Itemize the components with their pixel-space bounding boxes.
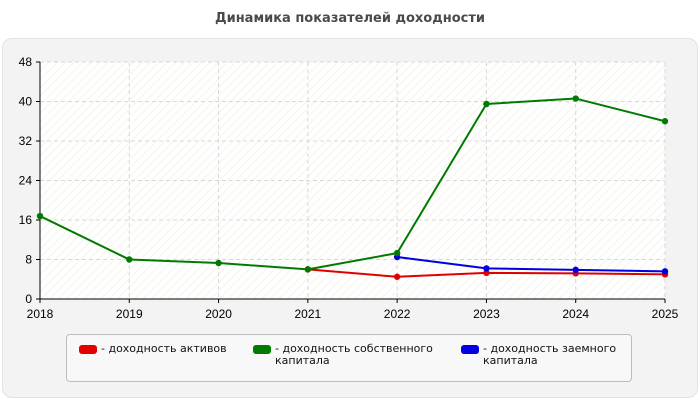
data-point xyxy=(393,249,401,257)
x-tick-label: 2021 xyxy=(295,307,322,321)
data-point xyxy=(483,269,490,277)
data-point xyxy=(483,100,490,108)
series-line xyxy=(39,97,666,271)
legend-label: - доходность заемного капитала xyxy=(483,342,617,367)
legend-item-assets: - доходность активов xyxy=(79,343,227,355)
legend-swatch xyxy=(461,345,479,354)
data-point xyxy=(304,266,312,273)
x-tick-label: 2018 xyxy=(27,307,54,321)
x-tick-label: 2019 xyxy=(116,307,143,321)
y-tick-label: 0 xyxy=(25,292,32,306)
y-tick-label: 48 xyxy=(19,55,33,69)
data-point xyxy=(393,273,401,280)
legend-label: - доходность активов xyxy=(101,342,227,355)
data-point xyxy=(215,259,222,267)
data-point xyxy=(572,266,579,274)
legend: - доходность активов - доходность собств… xyxy=(66,334,632,382)
chart-title: Динамика показателей доходности xyxy=(215,11,485,26)
x-tick-label: 2023 xyxy=(473,307,500,321)
data-point xyxy=(36,212,44,220)
y-tick-label: 32 xyxy=(19,134,33,148)
legend-swatch xyxy=(79,345,97,354)
legend-label: - доходность собственного капитала xyxy=(275,342,433,367)
series-layer xyxy=(36,95,669,280)
data-point xyxy=(126,256,133,263)
x-tick-label: 2024 xyxy=(562,307,589,321)
x-tick-label: 2022 xyxy=(384,307,411,321)
data-point xyxy=(661,268,669,275)
data-point xyxy=(572,95,579,102)
series-line xyxy=(397,256,666,273)
y-tick-label: 16 xyxy=(19,213,33,227)
x-tick-label: 2020 xyxy=(205,307,232,321)
y-tick-label: 40 xyxy=(19,95,33,109)
legend-item-debt: - доходность заемного капитала xyxy=(461,343,616,367)
y-tick-label: 24 xyxy=(19,174,33,188)
y-tick-label: 8 xyxy=(25,253,32,267)
data-point xyxy=(661,118,669,125)
axes: 0 8 16 24 32 40 48 2018 2019 2020 2021 2022 2023 2024… xyxy=(19,55,679,321)
legend-swatch xyxy=(253,345,271,354)
x-tick-label: 2025 xyxy=(652,307,679,321)
legend-item-equity: - доходность собственного капитала xyxy=(253,343,433,367)
data-point xyxy=(483,265,490,272)
